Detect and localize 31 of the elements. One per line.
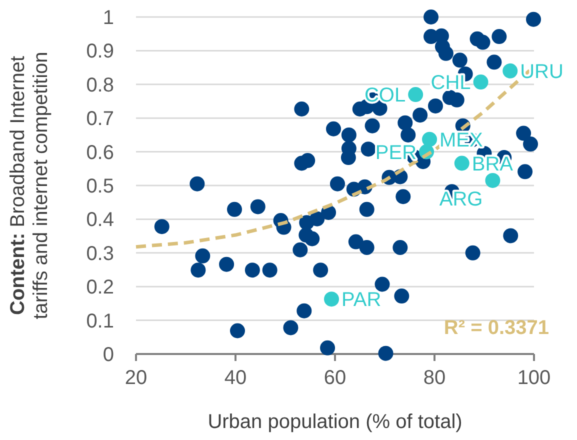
point <box>473 74 488 90</box>
y-tick-label: 0.9 <box>86 40 114 63</box>
y-tick-label: 0.1 <box>86 310 114 332</box>
point <box>454 156 470 171</box>
y-tick-label: 0.8 <box>86 74 114 96</box>
y-tick-label: 1 <box>102 7 114 29</box>
x-tick-label: 40 <box>224 367 247 389</box>
annotation: URU <box>520 60 564 83</box>
annotation: PAR <box>342 289 382 312</box>
x-axis-title: Urban population (% of total) <box>208 411 462 433</box>
x-tick-label: 100 <box>517 367 551 389</box>
annotation: ARG <box>439 188 483 210</box>
annotation: R² = 0.3371 <box>444 317 549 339</box>
y-tick-label: 0.2 <box>86 276 114 299</box>
x-tick-label: 80 <box>423 367 446 389</box>
point <box>485 172 500 188</box>
annotation: COL <box>364 84 406 107</box>
point <box>324 292 340 307</box>
y-tick-label: 0.7 <box>86 108 114 130</box>
y-tick-label: 0 <box>102 344 114 366</box>
point <box>502 63 518 78</box>
y-tick-label: 0.4 <box>86 209 114 232</box>
annotation: BRA <box>472 153 514 176</box>
x-tick-label: 60 <box>324 367 346 389</box>
x-tick-label: 20 <box>124 367 148 389</box>
point <box>408 87 424 102</box>
annotation: CHL <box>430 72 471 94</box>
point <box>422 132 438 147</box>
y-tick-label: 0.5 <box>86 176 114 198</box>
y-tick-label: 0.6 <box>86 142 114 164</box>
y-tick-label: 0.3 <box>86 242 114 265</box>
